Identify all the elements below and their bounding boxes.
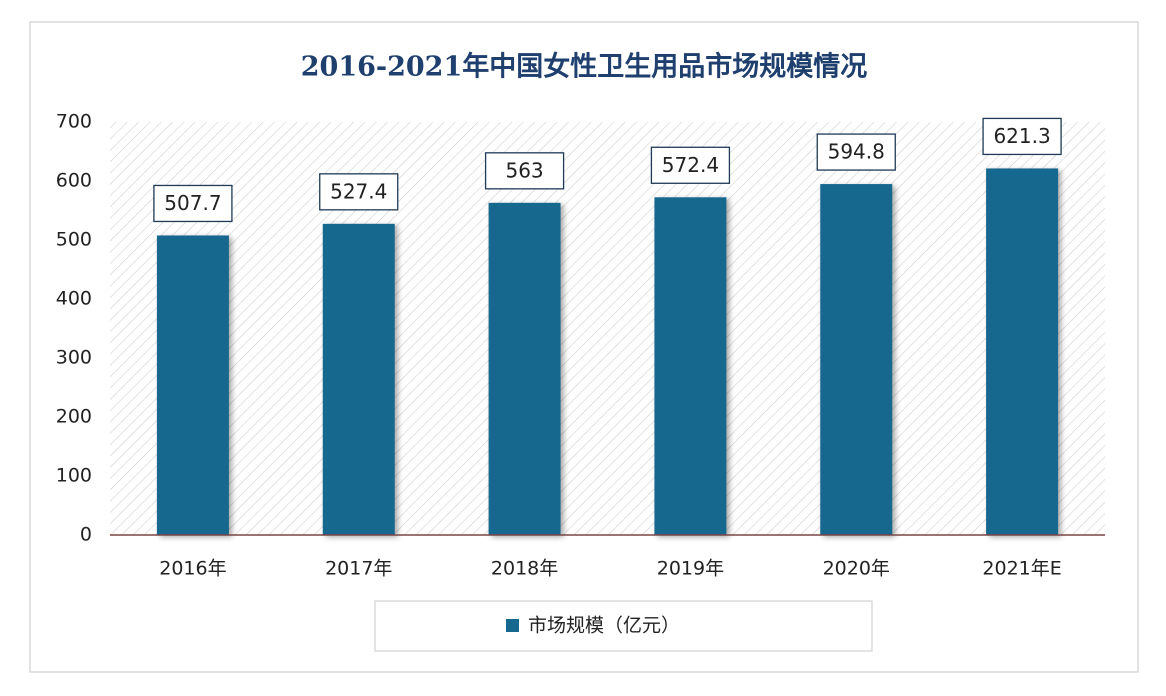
y-tick-label: 500 [56, 229, 92, 251]
x-tick-label: 2016年 [159, 558, 226, 580]
bar [820, 184, 893, 535]
bar [986, 168, 1059, 536]
data-label-box [650, 146, 731, 184]
y-tick-label: 600 [56, 170, 92, 192]
data-label: 594.8 [828, 140, 885, 164]
x-tick-label: 2017年 [325, 558, 392, 580]
y-tick-label: 400 [56, 288, 92, 310]
bar [156, 235, 229, 535]
data-label: 507.7 [164, 191, 221, 215]
data-label-box [484, 152, 565, 190]
data-label-box [816, 133, 896, 171]
y-tick-label: 100 [56, 465, 92, 487]
x-tick-label: 2021年E [982, 558, 1061, 580]
plot-background [110, 122, 1105, 535]
chart-title: 2016-2021年中国女性卫生用品市场规模情况 [301, 51, 868, 83]
legend-swatch [506, 619, 519, 632]
x-tick-label: 2018年 [491, 558, 558, 580]
x-tick-label: 2019年 [657, 558, 724, 580]
bar [654, 197, 727, 535]
data-label-box [319, 173, 399, 211]
y-tick-label: 700 [56, 111, 92, 133]
legend [374, 600, 873, 652]
y-tick-label: 200 [56, 406, 92, 428]
data-label: 621.3 [993, 124, 1050, 148]
bar [488, 202, 561, 535]
data-label-box [153, 184, 233, 223]
data-label: 527.4 [330, 179, 387, 203]
legend-label: 市场规模（亿元） [528, 615, 680, 637]
data-label: 563 [505, 158, 543, 182]
y-tick-label: 0 [80, 524, 92, 546]
x-tick-label: 2020年 [823, 558, 890, 580]
data-label-box [982, 117, 1062, 156]
bar [322, 223, 395, 536]
data-label: 572.4 [662, 153, 719, 177]
y-tick-label: 300 [56, 347, 92, 369]
